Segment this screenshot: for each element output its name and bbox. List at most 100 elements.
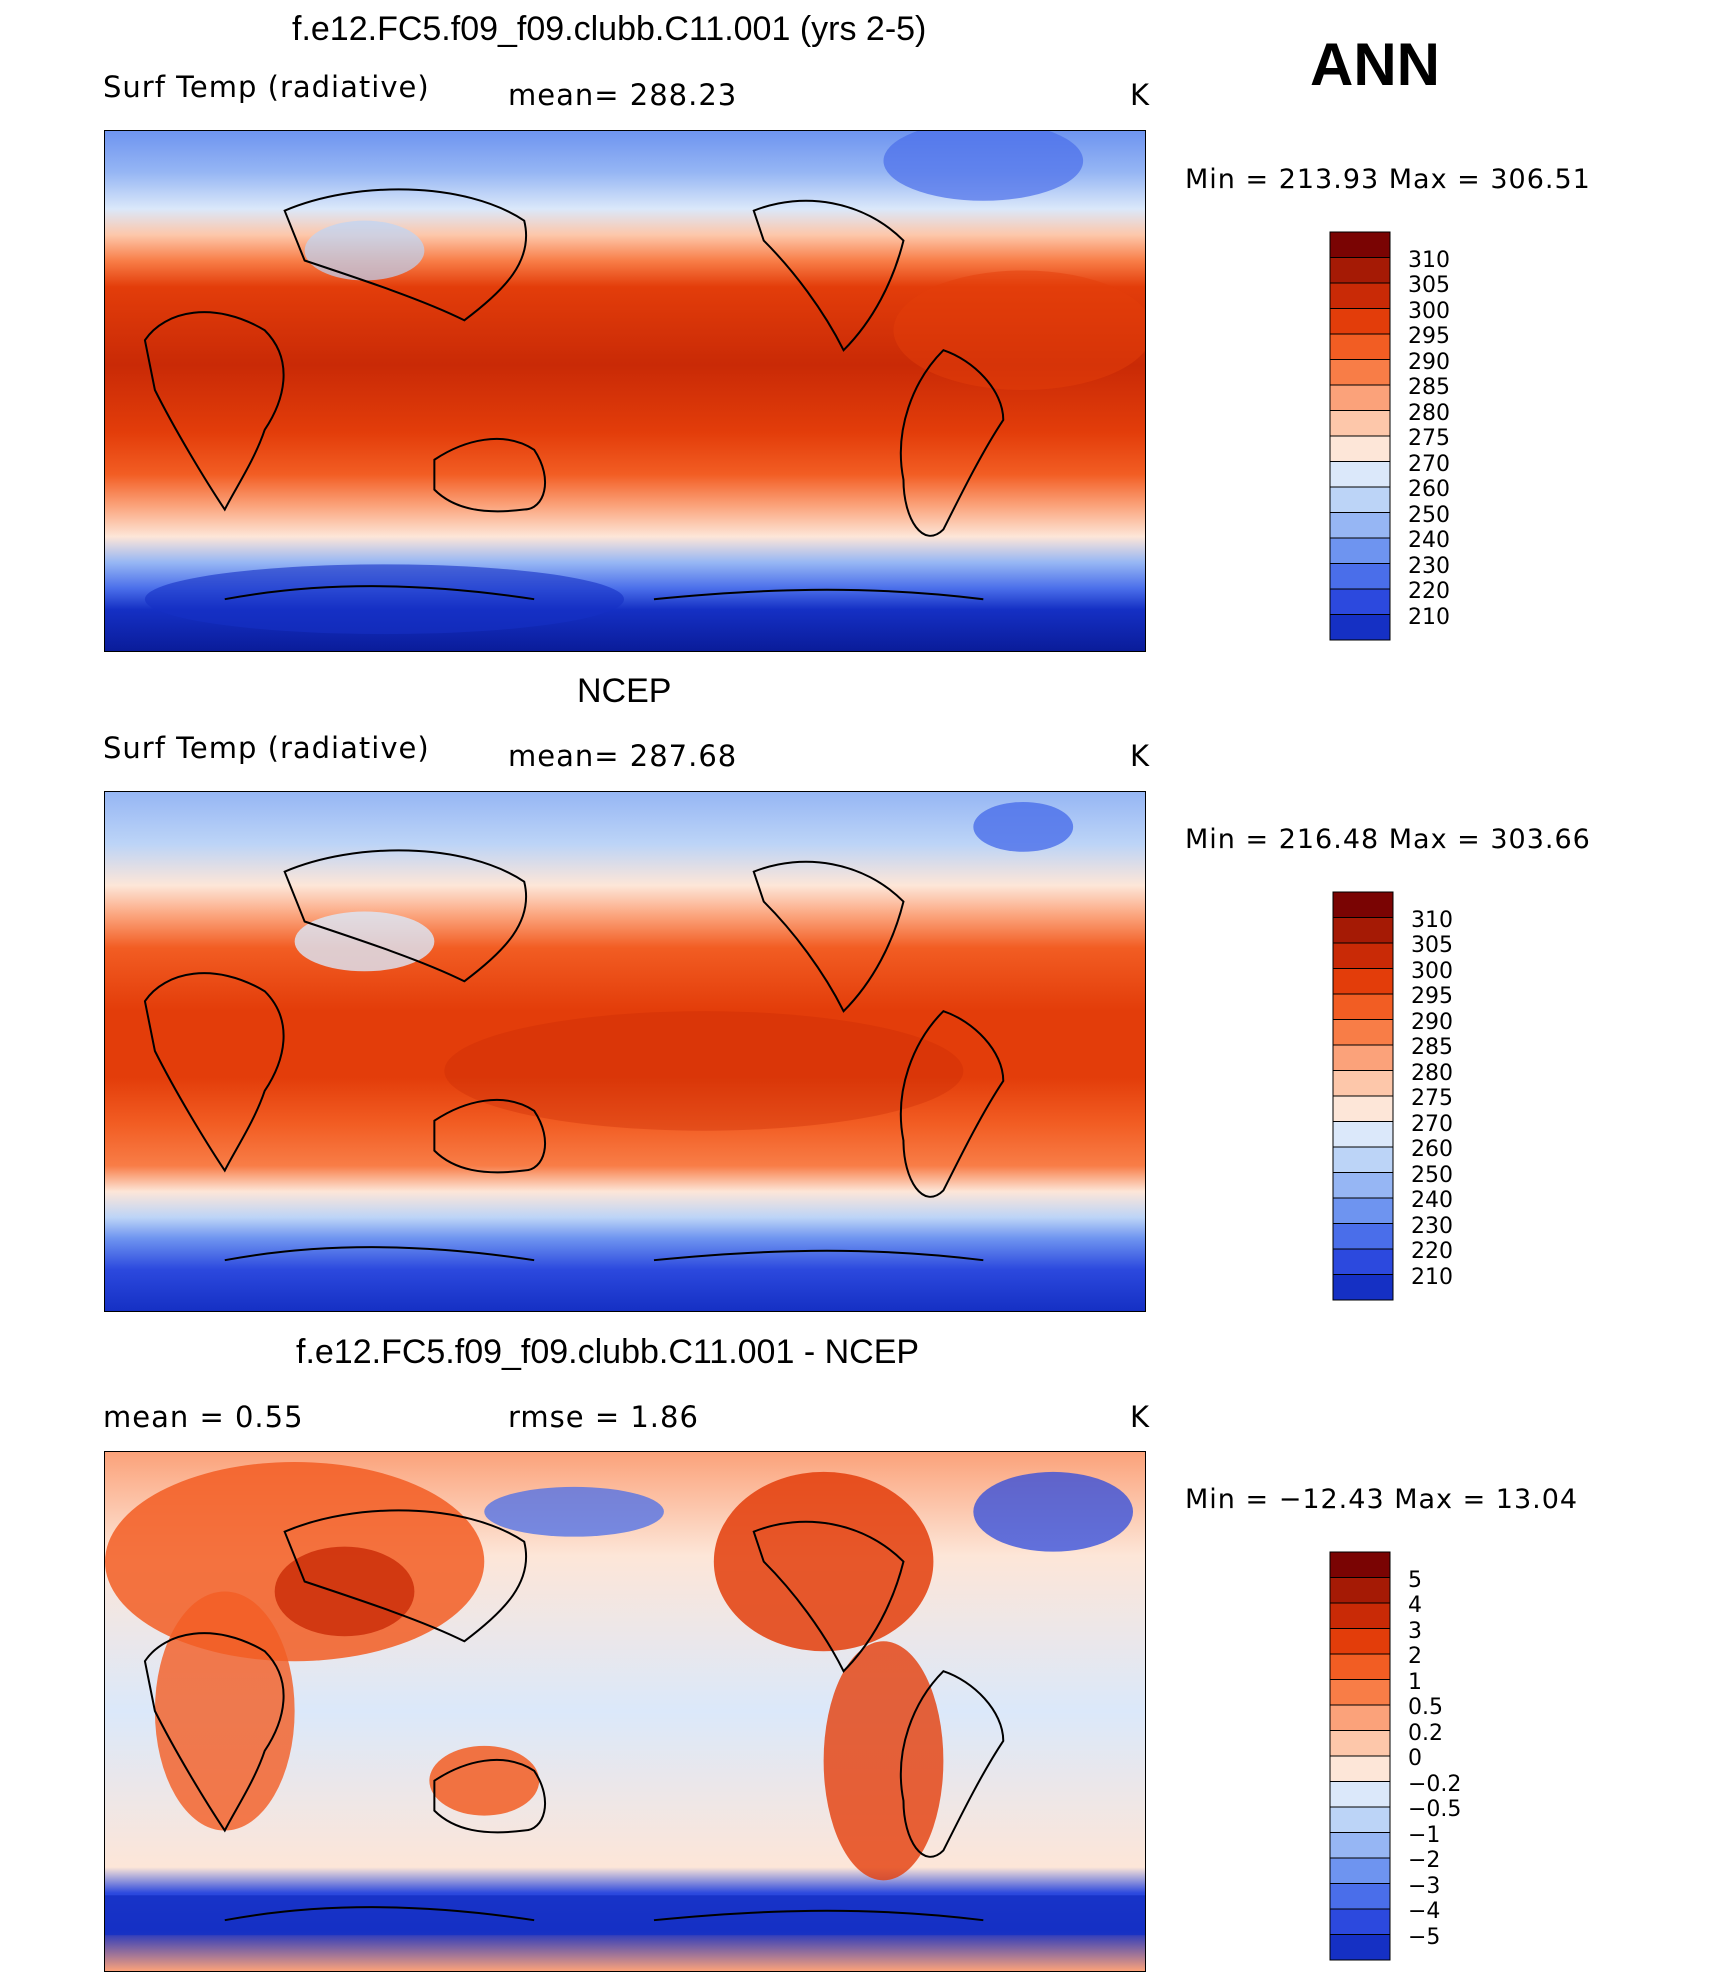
panel3-colorbar-box (1329, 1704, 1391, 1731)
panel3-colorbar-tick-label: −5 (1408, 1924, 1441, 1950)
panel1-colorbar (1329, 231, 1391, 641)
panel2-colorbar-box (1332, 1121, 1394, 1148)
panel3-colorbar-box (1329, 1602, 1391, 1629)
panel2-map (104, 791, 1146, 1312)
panel3-colorbar-tick-label: 4 (1408, 1593, 1422, 1618)
panel3-title: f.e12.FC5.f09_f09.clubb.C11.001 - NCEP (296, 1333, 920, 1371)
panel1-colorbar-tick-label: 305 (1408, 273, 1450, 298)
panel1-variable-label: Surf Temp (radiative) (103, 70, 430, 104)
panel3-colorbar (1329, 1551, 1391, 1961)
panel3-colorbar-box (1329, 1857, 1391, 1884)
panel2-colorbar-tick-label: 310 (1411, 907, 1453, 933)
panel2-colorbar-tick-label: 295 (1411, 984, 1453, 1009)
panel2-colorbar-box (1332, 993, 1394, 1020)
panel2-colorbar-box (1332, 1172, 1394, 1199)
panel2-colorbar-box (1332, 1070, 1394, 1097)
panel2-colorbar-box (1332, 917, 1394, 944)
panel2-colorbar-box (1332, 1223, 1394, 1250)
panel2-minmax: Min = 216.48 Max = 303.66 (1185, 824, 1591, 855)
panel2-colorbar-box (1332, 1274, 1394, 1301)
panel3-colorbar-box (1329, 1908, 1391, 1935)
panel3-colorbar-box (1329, 1730, 1391, 1757)
panel1-title: f.e12.FC5.f09_f09.clubb.C11.001 (yrs 2-5… (292, 10, 927, 48)
panel3-colorbar-tick-label: −3 (1408, 1873, 1441, 1899)
panel1-colorbar-tick-label: 250 (1408, 502, 1450, 528)
panel1-colorbar-tick-label: 310 (1408, 247, 1450, 273)
panel3-colorbar-tick-label: −0.5 (1408, 1797, 1462, 1822)
panel3-colorbar-box (1329, 1806, 1391, 1833)
panel3-colorbar-box (1329, 1577, 1391, 1604)
panel3-colorbar-tick-label: 2 (1408, 1644, 1422, 1669)
panel1-colorbar-box (1329, 282, 1391, 309)
panel1-mean-label: mean= 288.23 (508, 78, 738, 112)
panel3-colorbar-box (1329, 1628, 1391, 1655)
panel1-colorbar-tick-label: 240 (1408, 528, 1450, 553)
panel3-colorbar-box (1329, 1934, 1391, 1961)
panel1-colorbar-box (1329, 537, 1391, 564)
panel1-colorbar-box (1329, 461, 1391, 488)
panel3-colorbar-box (1329, 1781, 1391, 1808)
panel1-colorbar-box (1329, 333, 1391, 360)
panel2-colorbar-box (1332, 891, 1394, 918)
panel2-colorbar-tick-label: 275 (1411, 1086, 1453, 1111)
panel3-colorbar-tick-label: 5 (1408, 1567, 1422, 1593)
panel2-colorbar-box (1332, 968, 1394, 995)
panel2-unit: K (1130, 739, 1151, 773)
panel2-colorbar-tick-label: 240 (1411, 1188, 1453, 1213)
panel1-colorbar-box (1329, 512, 1391, 539)
panel1-colorbar-box (1329, 563, 1391, 590)
panel3-colorbar-box (1329, 1755, 1391, 1782)
panel1-colorbar-tick-label: 230 (1408, 553, 1450, 579)
panel3-colorbar-tick-label: 0.5 (1408, 1695, 1443, 1720)
panel1-map (104, 130, 1146, 652)
panel3-colorbar-tick-label: 3 (1408, 1618, 1422, 1644)
panel2-colorbar (1332, 891, 1394, 1301)
panel3-colorbar-box (1329, 1679, 1391, 1706)
panel1-minmax: Min = 213.93 Max = 306.51 (1185, 164, 1591, 195)
panel3-colorbar-tick-label: 0.2 (1408, 1720, 1443, 1746)
panel1-colorbar-tick-label: 210 (1408, 604, 1450, 630)
panel3-colorbar-tick-label: −0.2 (1408, 1771, 1462, 1797)
panel3-colorbar-tick-label: −1 (1408, 1822, 1441, 1848)
panel2-colorbar-box (1332, 1019, 1394, 1046)
panel1-colorbar-box (1329, 384, 1391, 411)
panel2-colorbar-tick-label: 290 (1411, 1009, 1453, 1035)
panel3-colorbar-box (1329, 1883, 1391, 1910)
panel1-colorbar-tick-label: 290 (1408, 349, 1450, 375)
panel1-colorbar-tick-label: 300 (1408, 298, 1450, 324)
panel1-colorbar-box (1329, 257, 1391, 284)
panel1-colorbar-tick-label: 280 (1408, 400, 1450, 426)
panel1-colorbar-box (1329, 588, 1391, 615)
panel2-colorbar-tick-label: 270 (1411, 1111, 1453, 1137)
panel1-colorbar-tick-label: 285 (1408, 375, 1450, 400)
panel1-colorbar-box (1329, 359, 1391, 386)
panel3-rmse-label: rmse = 1.86 (508, 1400, 699, 1434)
panel1-colorbar-box (1329, 435, 1391, 462)
panel2-colorbar-tick-label: 305 (1411, 933, 1453, 958)
panel1-colorbar-tick-label: 220 (1408, 579, 1450, 604)
panel2-colorbar-box (1332, 1197, 1394, 1224)
panel2-colorbar-box (1332, 1146, 1394, 1173)
panel1-colorbar-box (1329, 486, 1391, 513)
panel1-colorbar-tick-label: 270 (1408, 451, 1450, 477)
panel3-mean-label: mean = 0.55 (103, 1400, 304, 1434)
panel3-unit: K (1130, 1400, 1151, 1434)
season-label: ANN (1310, 31, 1440, 98)
panel1-unit: K (1130, 78, 1151, 112)
panel2-variable-label: Surf Temp (radiative) (103, 731, 430, 765)
panel3-colorbar-box (1329, 1653, 1391, 1680)
panel3-map (104, 1451, 1146, 1972)
panel2-colorbar-box (1332, 1044, 1394, 1071)
panel3-colorbar-tick-label: 1 (1408, 1669, 1422, 1695)
panel2-title: NCEP (577, 672, 672, 710)
panel3-colorbar-tick-label: −4 (1408, 1899, 1441, 1924)
panel2-colorbar-tick-label: 220 (1411, 1239, 1453, 1264)
panel1-colorbar-box (1329, 410, 1391, 437)
panel2-colorbar-tick-label: 230 (1411, 1213, 1453, 1239)
panel2-colorbar-tick-label: 210 (1411, 1264, 1453, 1290)
panel2-colorbar-box (1332, 1248, 1394, 1275)
panel2-mean-label: mean= 287.68 (508, 739, 738, 773)
panel3-minmax: Min = −12.43 Max = 13.04 (1185, 1484, 1579, 1515)
panel1-colorbar-box (1329, 231, 1391, 258)
panel2-colorbar-tick-label: 250 (1411, 1162, 1453, 1188)
